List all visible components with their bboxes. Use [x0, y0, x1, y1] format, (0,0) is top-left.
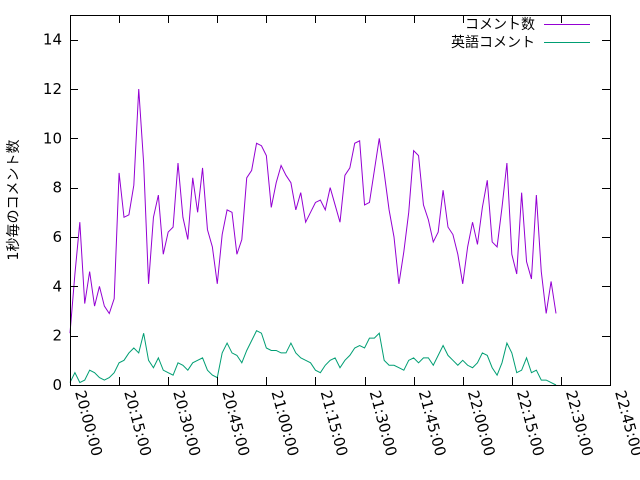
- x-tick-label: 20:30:00: [169, 388, 204, 458]
- y-tick-label: 12: [43, 80, 62, 98]
- plot-frame: [70, 15, 611, 386]
- x-tick-label: 22:30:00: [562, 388, 597, 458]
- marks-layer: [69, 88, 557, 386]
- y-axis-label: 1秒毎のコメント数: [6, 140, 22, 261]
- legend-label: 英語コメント: [451, 34, 535, 51]
- y-tick-label: 6: [52, 228, 62, 246]
- x-tick-label: 20:15:00: [120, 388, 155, 458]
- x-axis: 20:00:00 20:15:00 20:30:00 20:45:00 21:00:00…: [70, 15, 640, 458]
- x-tick-label: 22:15:00: [513, 388, 548, 458]
- x-tick-label: 22:00:00: [464, 388, 499, 458]
- x-tick-label: 21:00:00: [267, 388, 302, 458]
- x-tick-label: 21:30:00: [366, 388, 401, 458]
- y-tick-label: 10: [43, 129, 62, 147]
- y-tick-label: 0: [52, 376, 62, 394]
- x-tick-label: 20:00:00: [71, 388, 106, 458]
- x-tick-label: 21:15:00: [317, 388, 352, 458]
- x-tick-label: 21:45:00: [415, 388, 450, 458]
- series-line-1: [69, 88, 557, 334]
- y-axis: 0 2 4 6 8 10 12 14: [43, 31, 610, 394]
- series-line-2: [69, 330, 557, 386]
- legend-label: コメント数: [465, 17, 535, 33]
- x-tick-label: 20:45:00: [218, 388, 253, 458]
- y-tick-label: 4: [52, 277, 62, 295]
- y-tick-label: 2: [52, 327, 62, 345]
- y-tick-label: 14: [43, 31, 62, 49]
- x-tick-label: 22:45:00: [611, 388, 640, 458]
- y-tick-label: 8: [52, 179, 62, 197]
